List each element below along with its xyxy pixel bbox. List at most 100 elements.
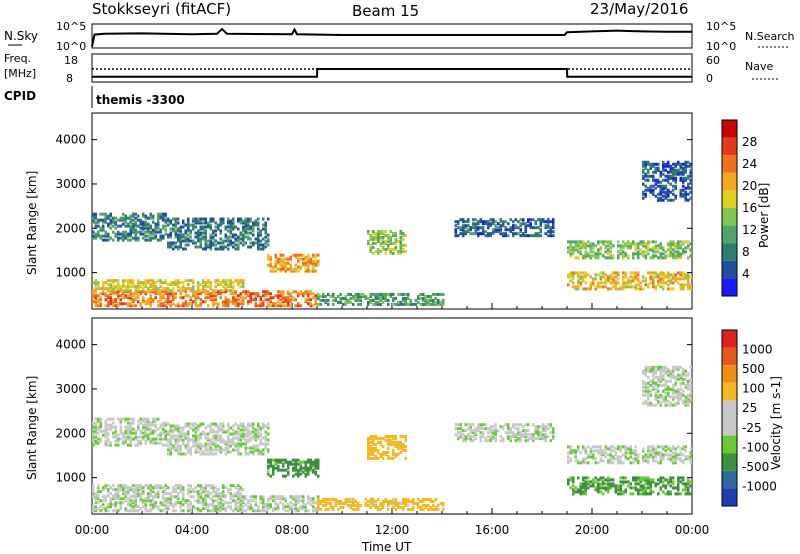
range-cell [174,448,177,452]
range-cell [297,507,300,511]
range-cell [157,214,160,218]
range-cell [657,399,660,403]
range-cell [209,484,212,488]
range-cell [114,234,117,238]
range-cell [109,486,112,490]
range-cell [109,296,112,300]
range-cell [369,452,372,456]
range-cell [177,239,180,243]
range-cell [534,234,537,238]
range-cell [592,279,595,283]
range-cell [164,507,167,511]
range-cell [599,478,602,482]
range-cell [179,430,182,434]
range-cell [214,434,217,438]
range-cell [569,275,572,279]
range-cell [654,397,657,401]
range-cell [217,290,220,294]
range-cell [184,501,187,505]
range-cell [97,494,100,498]
range-cell [202,289,205,293]
range-cell [102,429,105,433]
range-cell [577,449,580,453]
range-cell [509,226,512,230]
range-cell [567,455,570,459]
range-cell [197,289,200,293]
range-cell [252,424,255,428]
range-cell [237,438,240,442]
range-cell [222,438,225,442]
range-cell [217,501,220,505]
range-cell [457,431,460,435]
range-cell [677,277,680,281]
range-cell [222,219,225,223]
range-cell [597,240,600,244]
range-cell [632,271,635,275]
range-cell [682,184,685,188]
range-cell [199,217,202,221]
range-cell [392,499,395,503]
range-cell [227,438,230,442]
range-cell [529,226,532,230]
range-cell [194,442,197,446]
range-cell [109,292,112,296]
range-cell [684,198,687,202]
range-cell [214,233,217,237]
range-cell [154,290,157,294]
range-cell [394,497,397,501]
range-cell [402,446,405,450]
range-cell [294,255,297,259]
range-cell [339,298,342,302]
range-cell [152,220,155,224]
range-cell [389,235,392,239]
range-cell [282,290,285,294]
range-cell [174,245,177,249]
range-cell [429,296,432,300]
range-cell [317,263,320,267]
range-cell [484,427,487,431]
range-cell [382,245,385,249]
nave-ytick-bottom: 0 [706,72,713,85]
range-cell [99,417,102,421]
range-cell [659,281,662,285]
range-cell [297,458,300,462]
range-cell [457,427,460,431]
range-cell [387,292,390,296]
range-cell [534,220,537,224]
range-cell [277,261,280,265]
range-cell [109,222,112,226]
range-cell [314,255,317,259]
range-cell [659,383,662,387]
range-cell [272,267,275,271]
range-cell [307,255,310,259]
range-cell [622,445,625,449]
range-cell [652,275,655,279]
range-cell [174,229,177,233]
range-cell [172,247,175,251]
range-cell [389,249,392,253]
range-cell [309,466,312,470]
range-cell [162,214,165,218]
range-cell [119,425,122,429]
range-cell [689,250,692,254]
range-cell [154,222,157,226]
range-cell [317,292,320,296]
range-cell [609,240,612,244]
range-cell [224,304,227,308]
range-cell [247,221,250,225]
range-cell [282,468,285,472]
range-cell [612,254,615,258]
range-cell [597,250,600,254]
range-cell [389,456,392,460]
range-cell [314,261,317,265]
range-cell [137,492,140,496]
range-cell [489,224,492,228]
range-cell [662,271,665,275]
range-cell [579,488,582,492]
range-cell [152,285,155,289]
range-cell [659,488,662,492]
range-cell [182,492,185,496]
range-cell [664,184,667,188]
range-cell [374,235,377,239]
range-cell [219,231,222,235]
